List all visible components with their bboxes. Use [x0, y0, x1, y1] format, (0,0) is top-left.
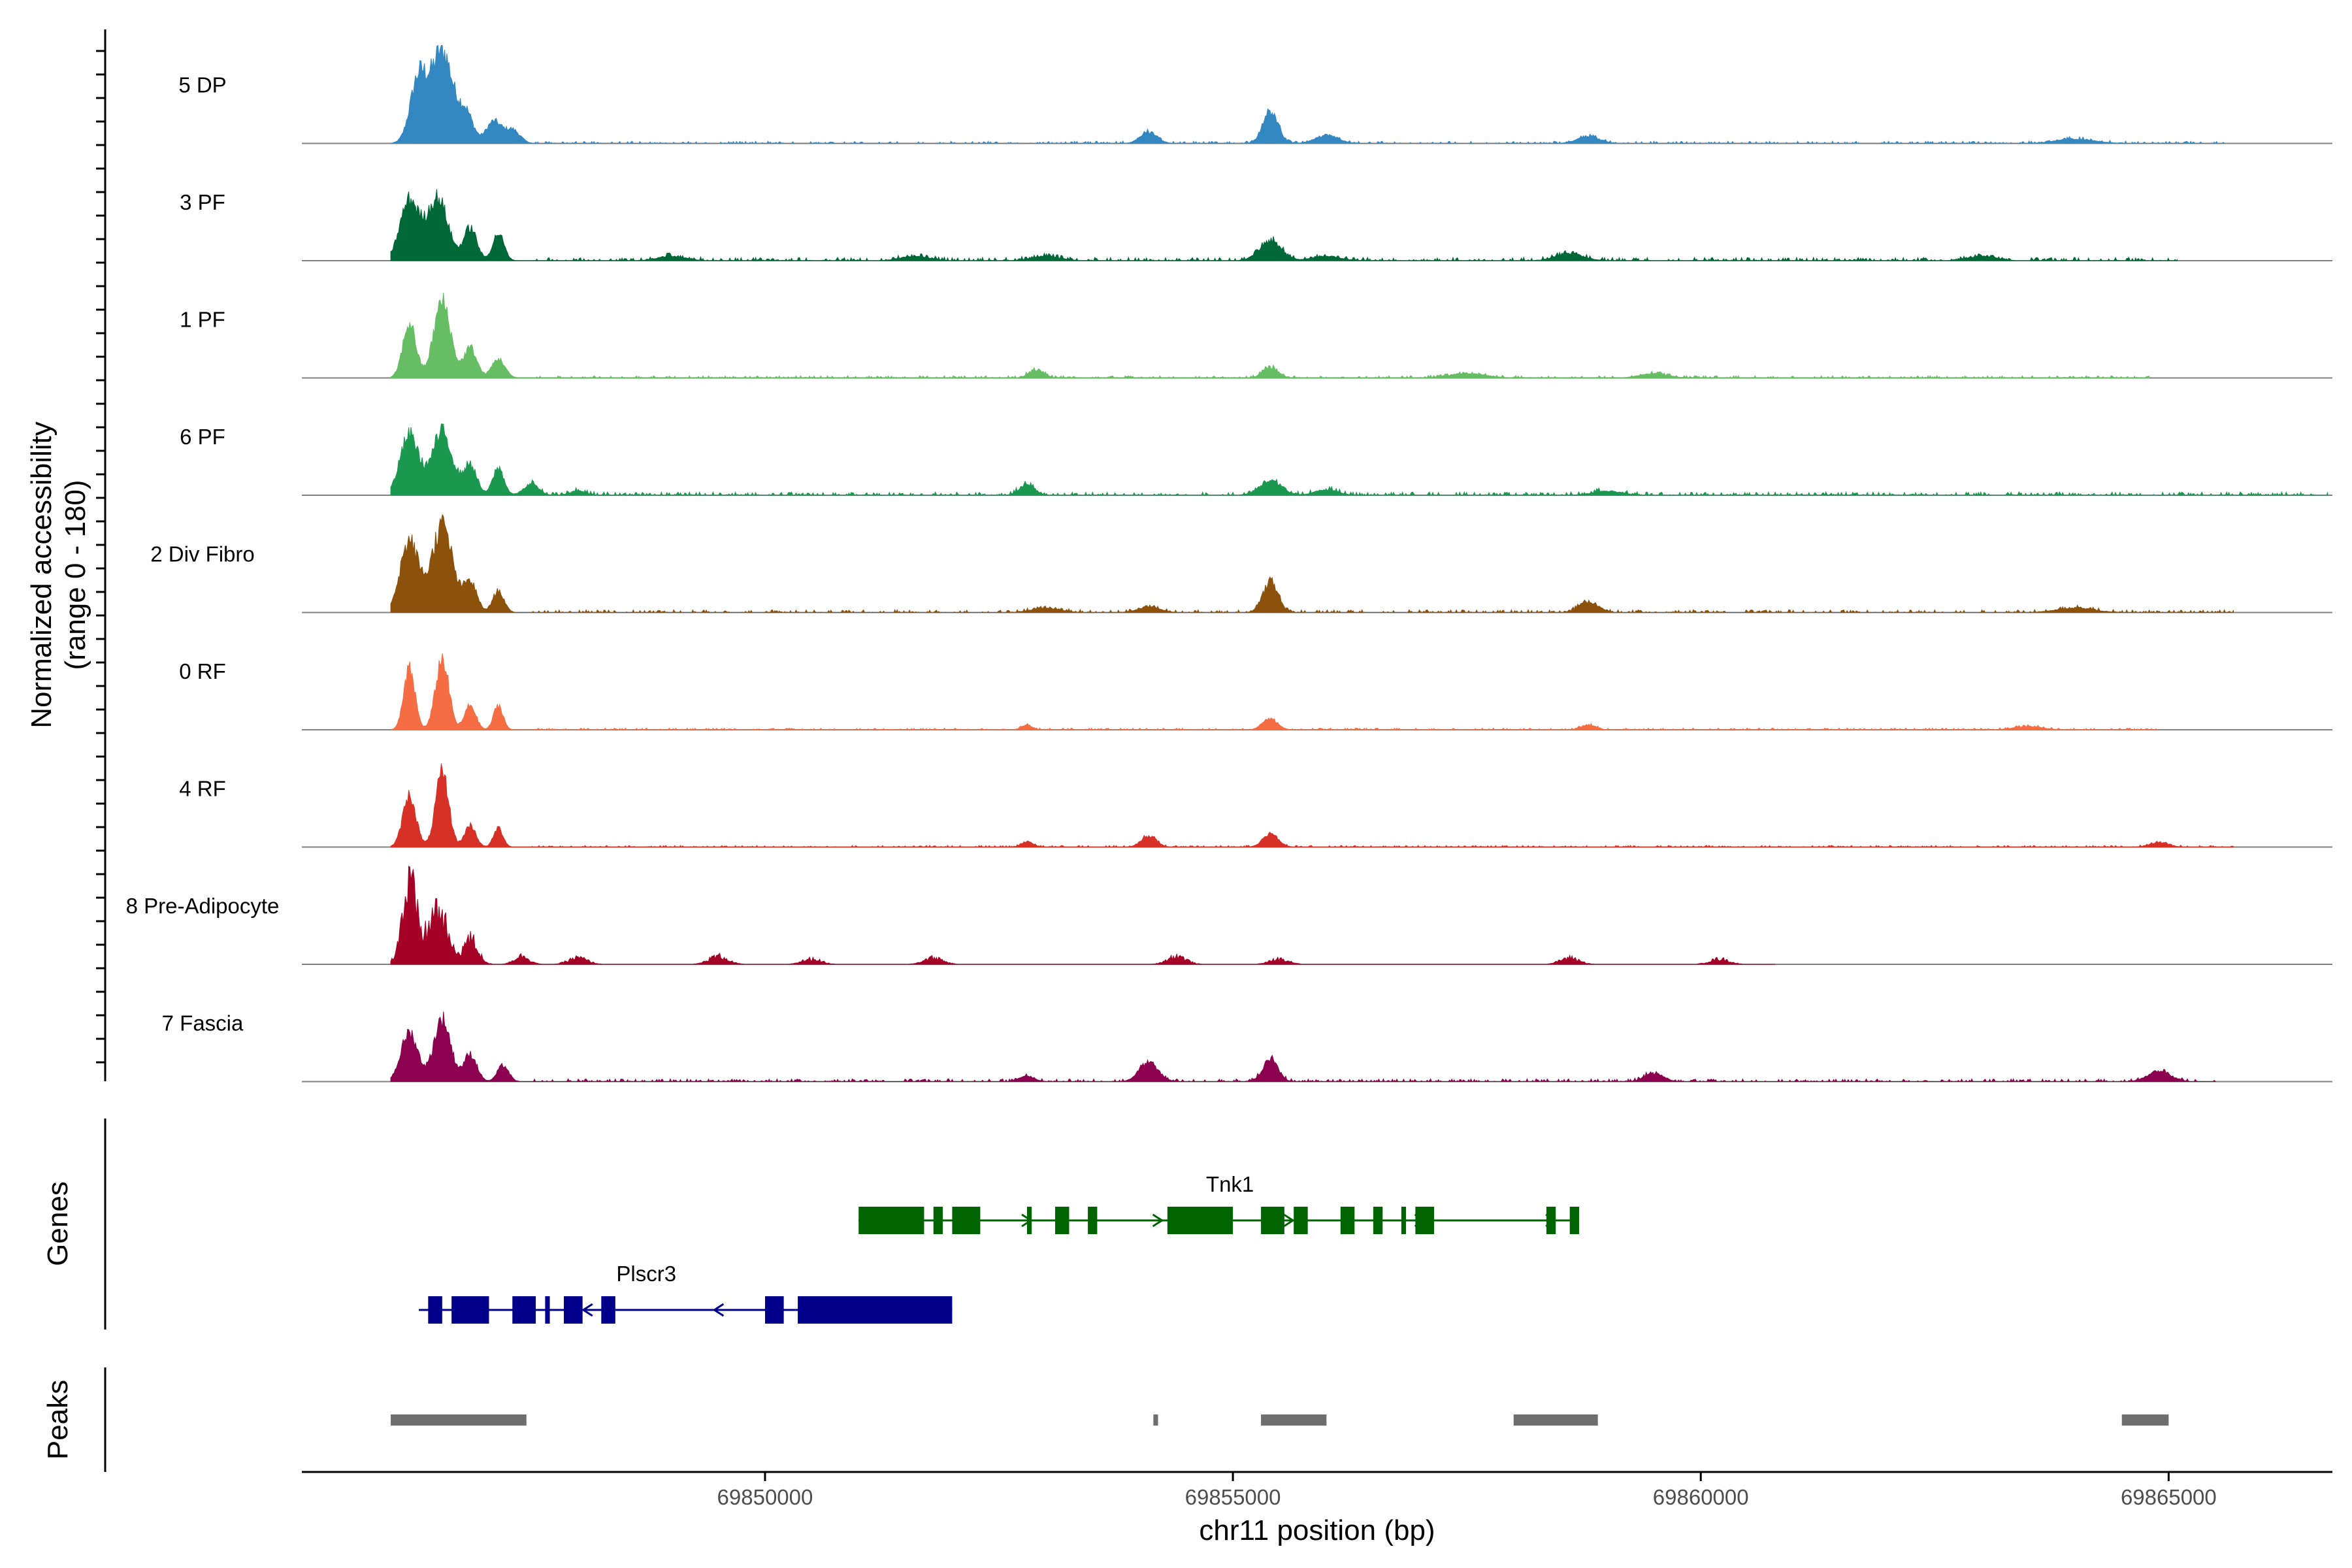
- exon: [1401, 1207, 1407, 1234]
- exon: [1340, 1207, 1355, 1234]
- y-axis-title-line-2: (range 0 - 180): [59, 480, 91, 670]
- track-7-fascia: 7 Fascia: [162, 1011, 2332, 1083]
- track-label: 6 PF: [180, 425, 225, 449]
- strand-arrow: [1283, 1213, 1295, 1228]
- track-0-rf: 0 RF: [179, 653, 2332, 730]
- exon: [545, 1296, 550, 1324]
- coverage-area: [390, 866, 1776, 965]
- peak-region: [2121, 1414, 2169, 1426]
- track-label: 8 Pre-Adipocyte: [126, 894, 280, 918]
- exon: [1546, 1207, 1556, 1234]
- exon: [428, 1296, 442, 1324]
- exon: [1373, 1207, 1383, 1234]
- coverage-area: [390, 423, 2328, 497]
- track-6-pf: 6 PF: [180, 423, 2332, 497]
- track-label: 4 RF: [179, 777, 226, 801]
- exon: [764, 1296, 784, 1324]
- exon: [1569, 1207, 1580, 1234]
- exon: [1261, 1207, 1284, 1234]
- exon: [1415, 1207, 1435, 1234]
- coverage-area: [390, 653, 2159, 730]
- strand-arrow: [581, 1303, 593, 1317]
- peaks-title: Peaks: [42, 1380, 74, 1460]
- strand-arrow: [1152, 1213, 1164, 1228]
- coverage-area: [390, 44, 2225, 144]
- peak-region: [1261, 1414, 1327, 1426]
- exon: [952, 1207, 981, 1234]
- peak-region: [391, 1414, 527, 1426]
- coverage-area: [390, 189, 2178, 262]
- exon: [1088, 1207, 1098, 1234]
- gene-plscr3: Plscr3: [419, 1262, 953, 1324]
- x-tick-label: 69865000: [2121, 1485, 2217, 1509]
- genes-title: Genes: [42, 1181, 74, 1266]
- track-5-dp: 5 DP: [178, 44, 2332, 144]
- track-8-pre-adipocyte: 8 Pre-Adipocyte: [126, 866, 2332, 965]
- gene-name: Plscr3: [616, 1262, 676, 1286]
- peak-region: [1153, 1414, 1158, 1426]
- y-axis-title: Normalized accessibility (range 0 - 180): [25, 421, 91, 728]
- gene-tnk1: Tnk1: [858, 1172, 1580, 1234]
- y-axis-title-line-1: Normalized accessibility: [25, 421, 57, 728]
- exon: [1027, 1207, 1032, 1234]
- gene-name: Tnk1: [1206, 1172, 1254, 1196]
- track-3-pf: 3 PF: [180, 189, 2332, 262]
- track-label: 5 DP: [178, 73, 226, 97]
- exon: [798, 1296, 953, 1324]
- peak-region: [1513, 1414, 1598, 1426]
- x-axis: 69850000 69855000 69860000 69865000 chr11 po…: [302, 1471, 2332, 1546]
- exon: [564, 1296, 583, 1324]
- exon: [601, 1296, 615, 1324]
- exon: [512, 1296, 536, 1324]
- coverage-area: [390, 292, 2150, 379]
- x-axis-title: chr11 position (bp): [1199, 1514, 1435, 1546]
- peaks-panel: Peaks: [42, 1367, 2169, 1472]
- exon: [451, 1296, 489, 1324]
- exon: [1294, 1207, 1308, 1234]
- genes-panel: Genes Tnk1 Plscr3: [42, 1119, 1580, 1330]
- exon: [1167, 1207, 1233, 1234]
- coverage-area: [390, 763, 2234, 848]
- exon: [933, 1207, 943, 1234]
- strand-arrow: [712, 1303, 725, 1317]
- coverage-area: [390, 514, 2234, 613]
- track-label: 7 Fascia: [162, 1011, 244, 1036]
- track-2-div-fibro: 2 Div Fibro: [150, 514, 2332, 613]
- track-1-pf: 1 PF: [180, 292, 2332, 379]
- track-4-rf: 4 RF: [179, 763, 2332, 848]
- track-label: 2 Div Fibro: [150, 542, 255, 566]
- track-label: 1 PF: [180, 308, 225, 332]
- exon: [1054, 1207, 1070, 1234]
- exon: [858, 1207, 924, 1234]
- track-label: 0 RF: [179, 659, 226, 683]
- coverage-area: [390, 1011, 2217, 1083]
- coverage-tracks: 5 DP 3 PF 1 PF 6 PF 2 Div Fibro 0 RF 4 RF 8 Pre…: [96, 29, 2332, 1083]
- track-label: 3 PF: [180, 190, 225, 214]
- x-tick-label: 69860000: [1653, 1485, 1749, 1509]
- x-tick-label: 69850000: [717, 1485, 813, 1509]
- x-tick-label: 69855000: [1185, 1485, 1281, 1509]
